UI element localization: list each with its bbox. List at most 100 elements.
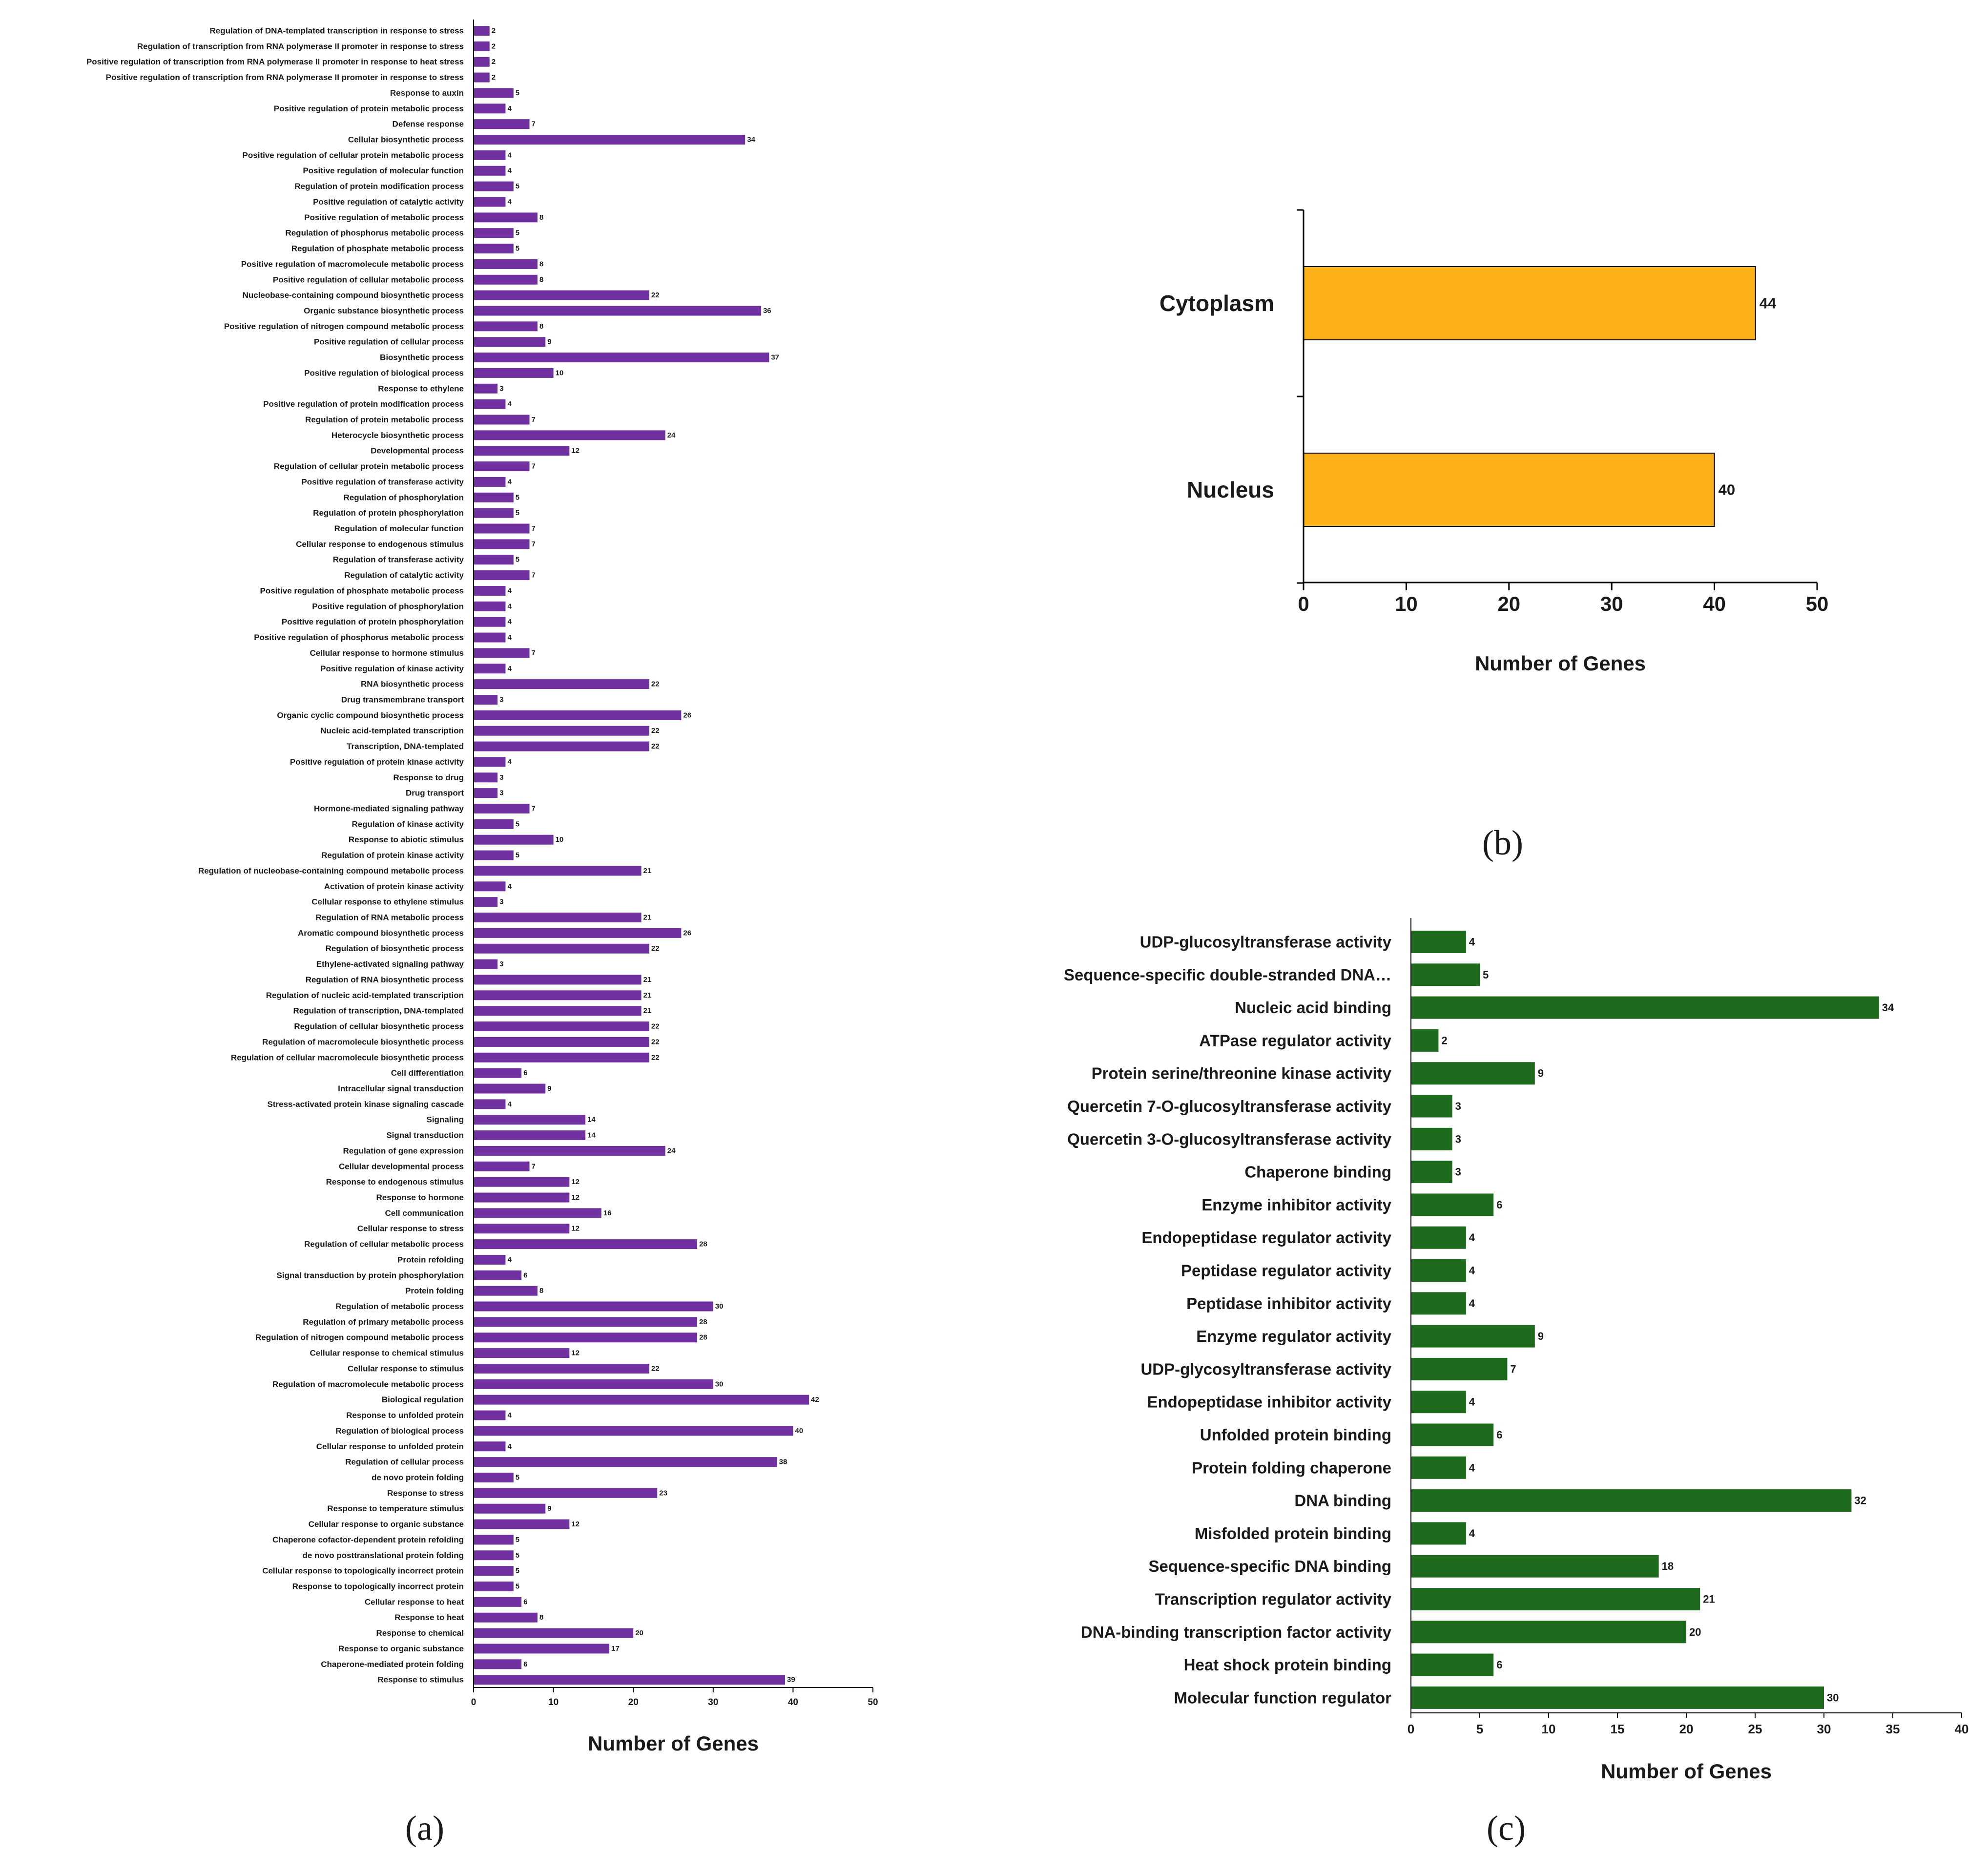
bar-a-30 [474,492,514,502]
bar-a-52 [474,834,554,845]
bar-c-16 [1411,1456,1466,1479]
value-label-a-86: 22 [651,1364,660,1373]
category-label-a-75: Response to hormone [376,1193,464,1202]
category-label-a-85: Cellular response to chemical stimulus [310,1349,464,1358]
value-label-c-11: 4 [1469,1297,1475,1310]
category-label-a-101: Cellular response to heat [365,1597,464,1606]
bar-c-5 [1411,1095,1452,1118]
bar-c-6 [1411,1127,1452,1150]
bar-a-106 [474,1675,786,1685]
value-label-a-38: 4 [507,618,512,626]
bar-a-16 [474,274,538,285]
category-label-a-28: Regulation of cellular protein metabolic… [274,462,464,471]
value-label-c-19: 18 [1662,1560,1674,1572]
bar-a-64 [474,1021,649,1032]
category-label-a-74: Response to endogenous stimulus [326,1177,464,1187]
bar-c-20 [1411,1588,1700,1610]
bar-a-46 [474,741,649,751]
category-label-a-51: Regulation of kinase activity [352,819,464,829]
category-label-a-45: Nucleic acid-templated transcription [320,726,464,735]
value-label-a-88: 42 [811,1396,819,1404]
value-label-c-6: 3 [1455,1133,1461,1145]
category-label-c-19: Sequence-specific DNA binding [1148,1557,1391,1575]
bar-a-48 [474,772,498,783]
value-label-a-27: 12 [571,447,580,455]
value-label-b-1: 40 [1719,481,1735,499]
category-label-a-14: Regulation of phosphate metabolic proces… [291,244,464,253]
value-label-a-82: 30 [715,1302,724,1311]
value-label-a-63: 21 [643,1007,652,1015]
bar-b-1 [1303,453,1715,527]
category-label-a-7: Cellular biosynthetic process [348,135,464,145]
x-tick-label-c-8: 40 [1955,1722,1969,1736]
bar-a-80 [474,1270,522,1280]
bar-a-86 [474,1363,649,1374]
category-label-a-17: Nucleobase-containing compound biosynthe… [243,291,464,300]
category-label-a-77: Cellular response to stress [357,1224,464,1233]
bar-c-4 [1411,1062,1535,1085]
category-label-a-60: Ethylene-activated signaling pathway [316,959,464,969]
value-label-a-71: 14 [587,1131,596,1140]
category-label-a-8: Positive regulation of cellular protein … [243,150,464,160]
value-label-a-31: 5 [516,509,519,517]
bar-a-3 [474,72,490,83]
x-tick-label-b-2: 20 [1497,592,1520,615]
value-label-a-89: 4 [507,1411,512,1419]
value-label-a-101: 6 [523,1598,527,1606]
value-label-a-2: 2 [492,58,496,66]
bar-a-95 [474,1503,546,1514]
value-label-c-14: 4 [1469,1396,1475,1408]
bar-a-82 [474,1301,713,1312]
bar-a-87 [474,1379,713,1389]
value-label-a-70: 14 [587,1116,596,1124]
bar-a-66 [474,1052,649,1062]
category-label-b-0: Cytoplasm [1160,291,1274,316]
category-label-a-46: Transcription, DNA-templated [347,742,464,751]
bar-c-0 [1411,931,1466,953]
category-label-a-58: Aromatic compound biosynthetic process [298,928,464,937]
value-label-a-75: 12 [571,1193,580,1202]
bar-c-21 [1411,1621,1686,1644]
x-axis-label-a: Number of Genes [588,1732,759,1755]
bar-a-60 [474,959,498,969]
x-tick-label-b-5: 50 [1806,592,1829,615]
category-label-a-63: Regulation of transcription, DNA-templat… [293,1006,464,1016]
bar-a-68 [474,1083,546,1094]
value-label-c-2: 34 [1882,1001,1894,1014]
bar-a-54 [474,866,642,876]
x-tick-label-c-5: 25 [1748,1722,1762,1736]
category-label-a-43: Drug transmembrane transport [341,695,464,704]
category-label-a-53: Regulation of protein kinase activity [321,851,464,860]
category-label-a-84: Regulation of nitrogen compound metaboli… [255,1333,464,1342]
value-label-a-53: 5 [516,851,519,859]
bar-a-94 [474,1488,658,1498]
bar-a-2 [474,57,490,67]
bar-a-75 [474,1192,570,1203]
value-label-a-67: 6 [523,1069,527,1077]
category-label-a-49: Drug transport [406,789,464,798]
category-label-a-26: Heterocycle biosynthetic process [331,431,464,440]
value-label-a-28: 7 [532,462,536,471]
x-axis-label-c: Number of Genes [1601,1760,1772,1783]
value-label-a-77: 12 [571,1225,580,1233]
value-label-a-49: 3 [499,789,503,797]
bar-b-0 [1303,266,1756,340]
value-label-a-62: 21 [643,991,652,1000]
category-label-a-16: Positive regulation of cellular metaboli… [273,275,464,284]
value-label-c-20: 21 [1703,1593,1715,1605]
category-label-a-27: Developmental process [371,446,464,456]
value-label-a-48: 3 [499,773,503,782]
category-label-a-76: Cell communication [385,1208,464,1218]
value-label-a-24: 4 [507,400,512,408]
category-label-a-22: Positive regulation of biological proces… [304,368,464,377]
value-label-a-20: 9 [547,338,551,346]
value-label-a-36: 4 [507,586,512,595]
x-tick-label-c-0: 0 [1408,1722,1414,1736]
value-label-a-26: 24 [667,431,676,439]
bar-a-26 [474,430,665,440]
category-label-a-67: Cell differentiation [391,1068,464,1078]
x-tick-label-b-1: 10 [1395,592,1418,615]
value-label-a-102: 8 [539,1613,543,1622]
value-label-a-30: 5 [516,493,519,501]
value-label-c-8: 6 [1496,1199,1502,1211]
